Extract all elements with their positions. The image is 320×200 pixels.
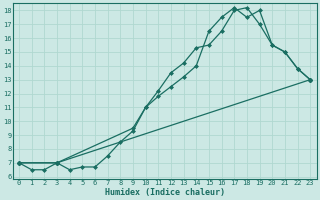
- X-axis label: Humidex (Indice chaleur): Humidex (Indice chaleur): [105, 188, 225, 197]
